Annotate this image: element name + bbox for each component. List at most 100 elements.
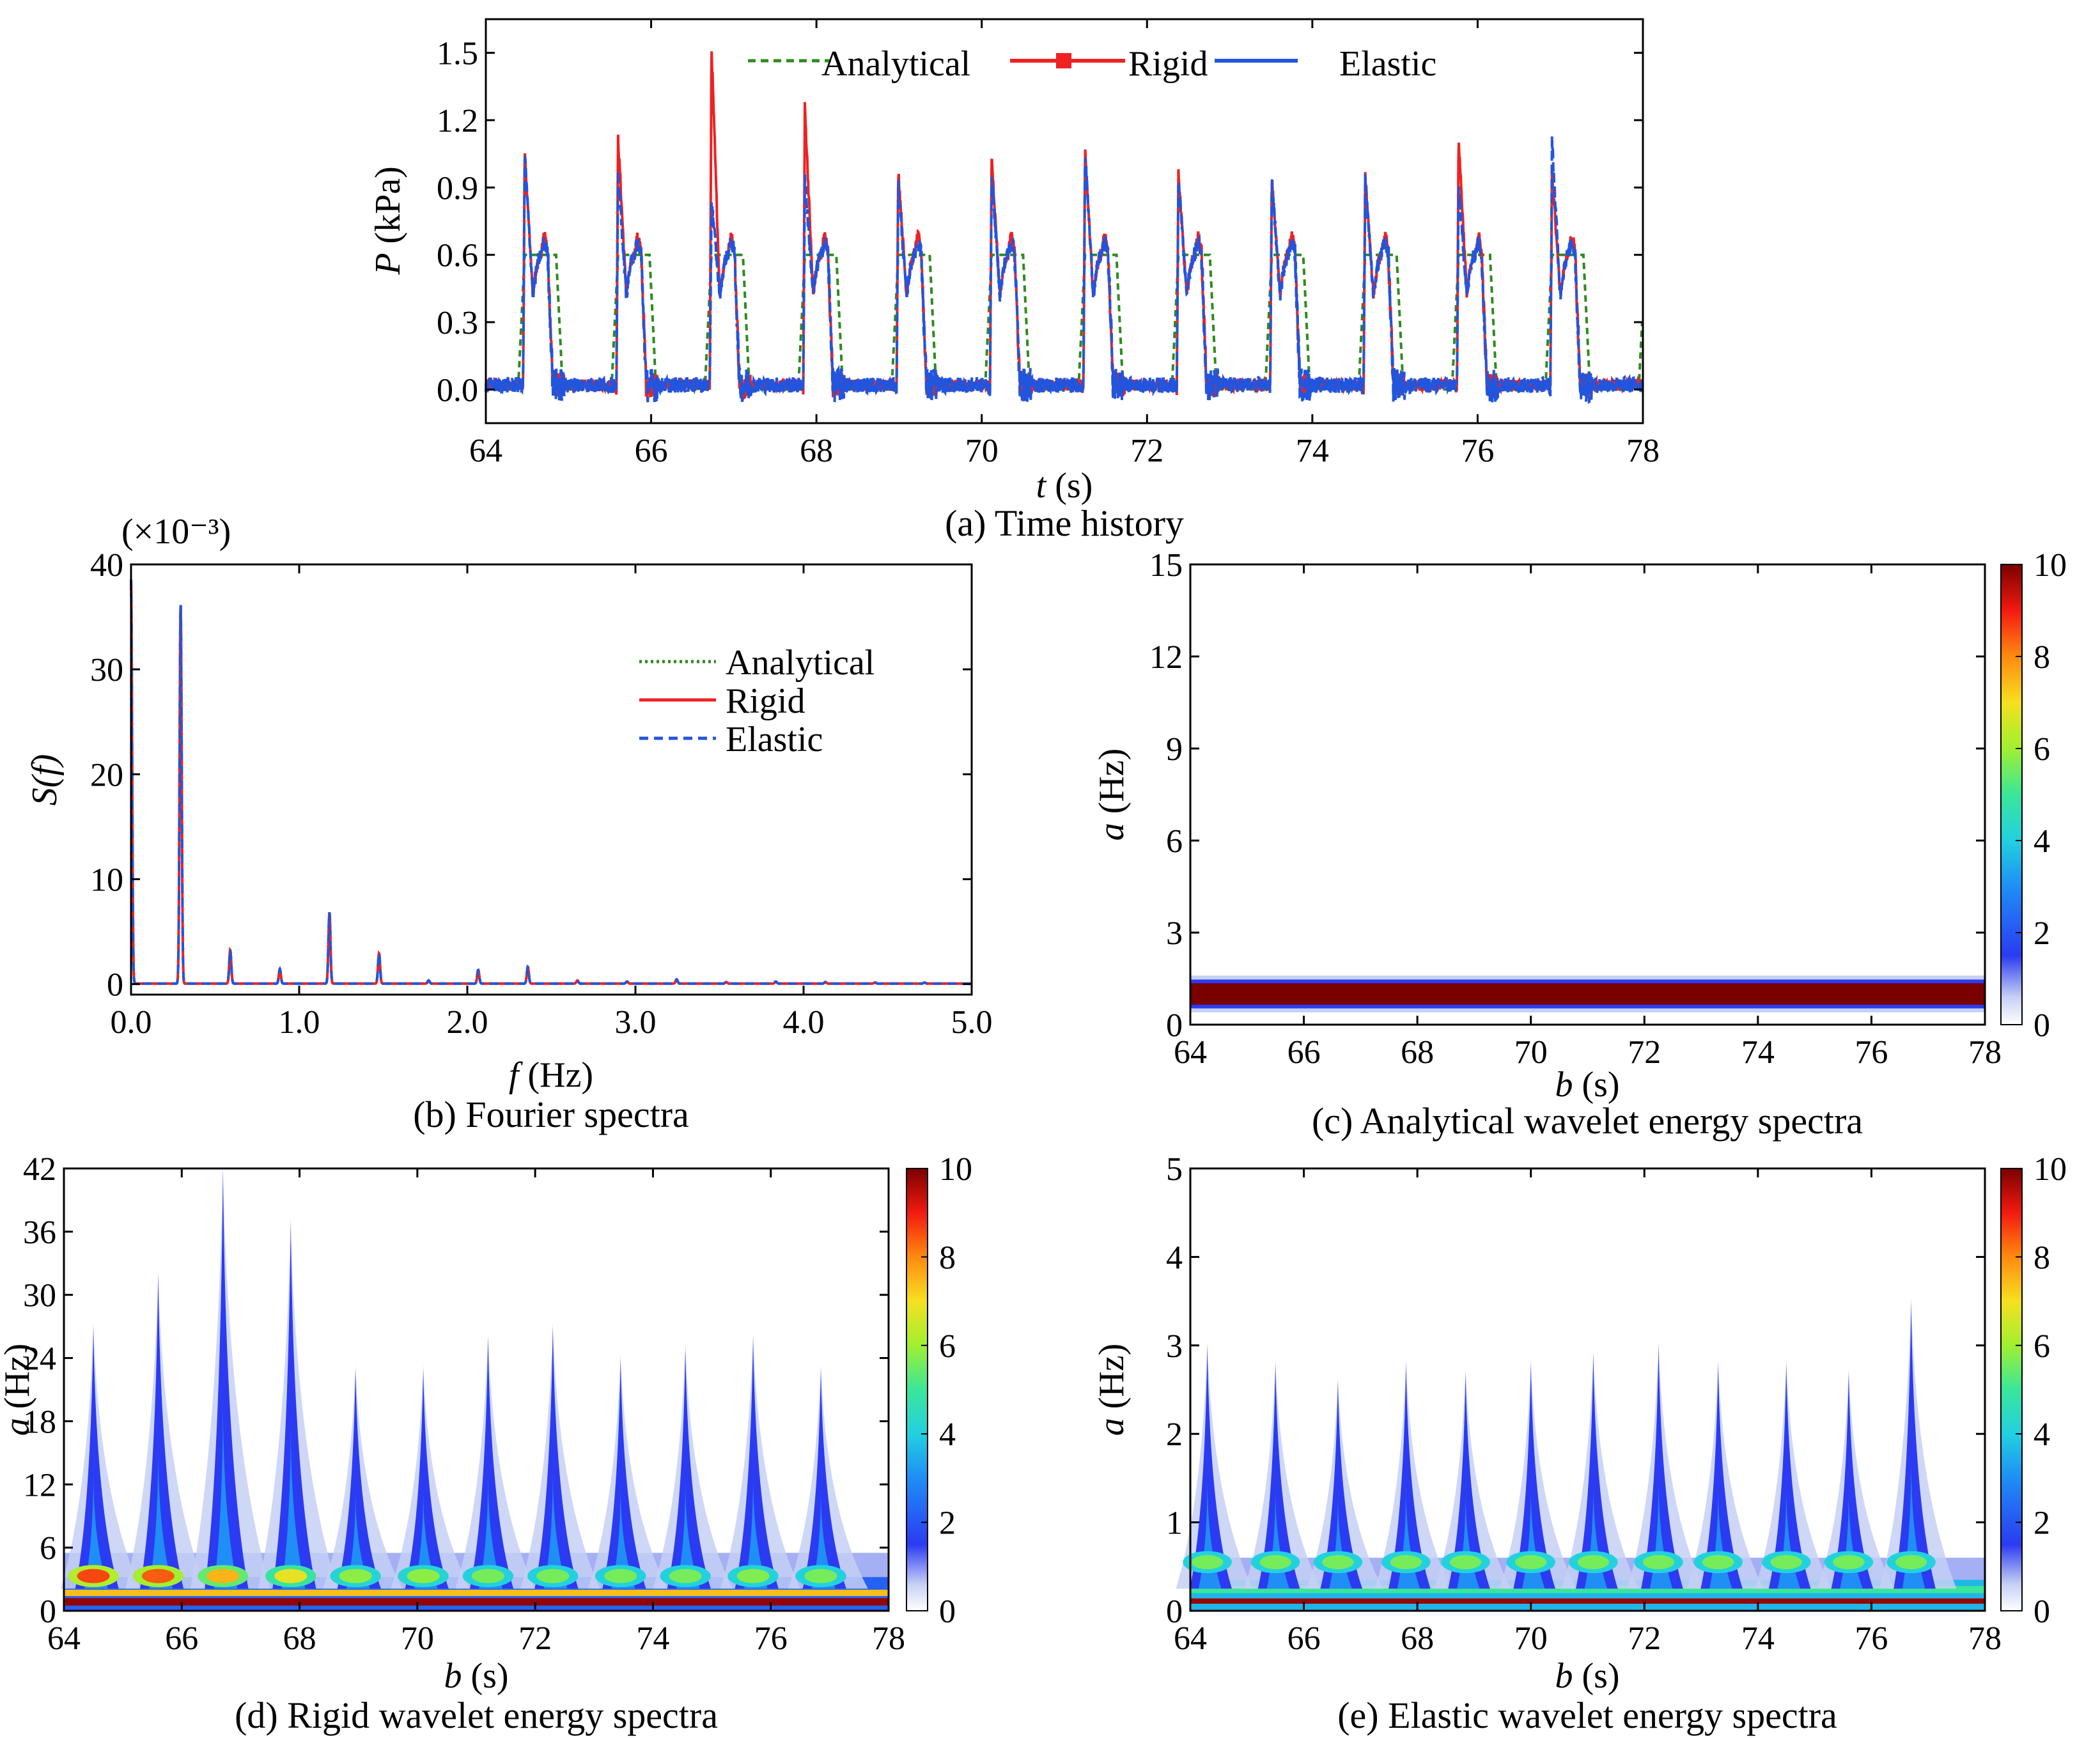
y-tick-label-e: 5 <box>1166 1151 1183 1188</box>
colorbar-tick-label-d: 4 <box>939 1416 956 1453</box>
wavelet-spike <box>75 1326 119 1589</box>
wavelet-spike <box>1320 1381 1363 1589</box>
wavelet-spike-halo <box>190 1165 270 1589</box>
x-tick-label-d: 68 <box>283 1620 316 1657</box>
y-axis-label-c: a (Hz) <box>1092 749 1132 841</box>
wavelet-spike <box>1768 1363 1811 1589</box>
x-tick-label-e: 78 <box>1968 1620 2002 1657</box>
x-tick-label-a: 76 <box>1461 433 1494 469</box>
colorbar-tick-label-d: 2 <box>939 1505 956 1542</box>
wavelet-spike-halo <box>323 1365 403 1589</box>
wavelet-blob-core <box>1770 1555 1802 1569</box>
wavelet-spike-halo <box>1243 1359 1321 1589</box>
wavelet-spike-halo <box>258 1217 338 1589</box>
legend-a-rigid-marker <box>1056 53 1071 68</box>
y-tick-label-a: 0.0 <box>437 372 478 408</box>
wavelet-blob-core <box>604 1569 637 1583</box>
x-tick-label-c: 72 <box>1628 1034 1661 1071</box>
wavelet-spike <box>1513 1363 1555 1589</box>
caption-e: (e) Elastic wavelet energy spectra <box>1337 1695 1837 1736</box>
wavelet-blob-core <box>1259 1555 1291 1569</box>
y-tick-label-c: 15 <box>1149 547 1183 584</box>
x-tick-label-a: 68 <box>800 433 833 469</box>
wavelet-blob-core <box>1192 1555 1224 1569</box>
colorbar-tick-label-e: 8 <box>2034 1239 2050 1276</box>
x-tick-label-d: 76 <box>754 1620 788 1657</box>
wavelet-spike-inner <box>84 1470 108 1589</box>
y-tick-label-c: 12 <box>1149 639 1183 676</box>
wavelet-spike-halo <box>653 1344 733 1589</box>
x-tick-label-a: 78 <box>1626 433 1660 469</box>
x-axis-label-a: t (s) <box>1036 466 1093 506</box>
colorbar-tick-label-c: 4 <box>2034 823 2050 860</box>
x-tick-label-e: 66 <box>1287 1620 1321 1657</box>
x-axis-label-c: b (s) <box>1555 1065 1619 1105</box>
legend-b-elastic-label: Elastic <box>726 720 823 759</box>
wavelet-spike-inner <box>743 1475 768 1589</box>
x-tick-label-c: 74 <box>1741 1034 1775 1071</box>
x-tick-label-a: 66 <box>635 433 668 469</box>
x-tick-label-d: 74 <box>636 1620 669 1657</box>
y-tick-label-b: 0 <box>107 967 123 1004</box>
y-tick-label-a: 0.9 <box>437 170 478 206</box>
wavelet-spike-halo <box>1374 1359 1452 1589</box>
legend-a-analytical-label: Analytical <box>821 44 970 84</box>
colorbar-tick-label-d: 8 <box>939 1239 956 1276</box>
colorbar-tick-label-c: 6 <box>2034 731 2050 768</box>
y-tick-label-a: 0.3 <box>437 305 478 341</box>
colorbar-ticks-e: 0 2 4 6 8 10 <box>2016 1151 2067 1630</box>
wavelet-spike <box>802 1369 846 1589</box>
wavelet-spike-halo <box>455 1333 536 1589</box>
y-tick-label-d: 6 <box>40 1530 56 1567</box>
ticks-d: 64 66 68 70 72 74 76 78 0 6 12 18 24 30 36 42 <box>23 1151 905 1657</box>
ticks-c: 64 66 68 70 72 74 76 78 0 3 6 9 12 15 <box>1149 547 2002 1071</box>
colorbar-tick-label-e: 6 <box>2034 1328 2050 1365</box>
wavelet-spike-inner <box>479 1475 503 1589</box>
elastic-wavelet-map <box>1176 1297 1985 1611</box>
x-tick-label-d: 78 <box>872 1620 905 1657</box>
wavelet-spike-inner <box>543 1470 568 1589</box>
wavelet-spike <box>1894 1301 1936 1589</box>
wavelet-spike-halo <box>390 1365 471 1589</box>
wavelet-spike-inner <box>214 1399 238 1589</box>
x-tick-label-a: 74 <box>1296 433 1329 469</box>
x-tick-label-d: 72 <box>518 1620 552 1657</box>
y-tick-label-c: 3 <box>1166 915 1183 952</box>
wavelet-spike-halo <box>520 1323 600 1589</box>
y-axis-label-a: P (kPa) <box>368 166 408 275</box>
colorbar-tick-label-e: 10 <box>2034 1151 2067 1188</box>
wavelet-spike-inner <box>414 1489 438 1589</box>
x-tick-label-c: 70 <box>1514 1034 1548 1071</box>
x-tick-label-a: 70 <box>965 433 999 469</box>
wavelet-spike-halo <box>1879 1297 1957 1589</box>
panel-fourier-spectra: 0.0 1.0 2.0 3.0 4.0 5.0 0 10 20 30 40 (×10⁻³) Anal… <box>25 512 993 1135</box>
legend-b-rigid-label: Rigid <box>726 681 805 721</box>
x-tick-label-d: 64 <box>47 1620 81 1657</box>
panel-time-history: 64 66 68 70 72 74 76 78 0.0 0.3 0.6 0.9 1.2 1.5 Analy… <box>368 18 1660 544</box>
wavelet-spike <box>405 1369 449 1589</box>
wavelet-spike-inner <box>676 1480 700 1589</box>
wavelet-spike <box>470 1337 514 1589</box>
y-tick-label-b: 30 <box>90 652 123 688</box>
wavelet-blob-core <box>1895 1555 1927 1569</box>
y-tick-label-c: 6 <box>1166 823 1183 860</box>
colorbar-tick-label-d: 0 <box>939 1594 956 1630</box>
wavelet-spike-halo <box>60 1323 141 1589</box>
x-tick-label-e: 70 <box>1514 1620 1548 1657</box>
wavelet-spike-halo <box>720 1333 800 1589</box>
wavelet-spike <box>1700 1363 1743 1589</box>
colorbar-tick-label-e: 4 <box>2034 1416 2050 1453</box>
colorbar-tick-label-c: 10 <box>2034 547 2067 584</box>
wavelet-spike-halo <box>1306 1377 1383 1589</box>
wavelet-blob-core <box>1577 1555 1609 1569</box>
wavelet-spike <box>667 1347 711 1589</box>
wavelet-spike <box>1448 1372 1490 1589</box>
x-tick-label-c: 76 <box>1855 1034 1888 1071</box>
x-tick-label-e: 64 <box>1174 1620 1207 1657</box>
y-tick-label-b: 40 <box>90 547 123 584</box>
wavelet-spike-halo <box>587 1354 668 1589</box>
x-tick-label-d: 66 <box>165 1620 198 1657</box>
colorbar-tick-label-d: 10 <box>939 1151 972 1188</box>
x-tick-label-e: 68 <box>1401 1620 1434 1657</box>
